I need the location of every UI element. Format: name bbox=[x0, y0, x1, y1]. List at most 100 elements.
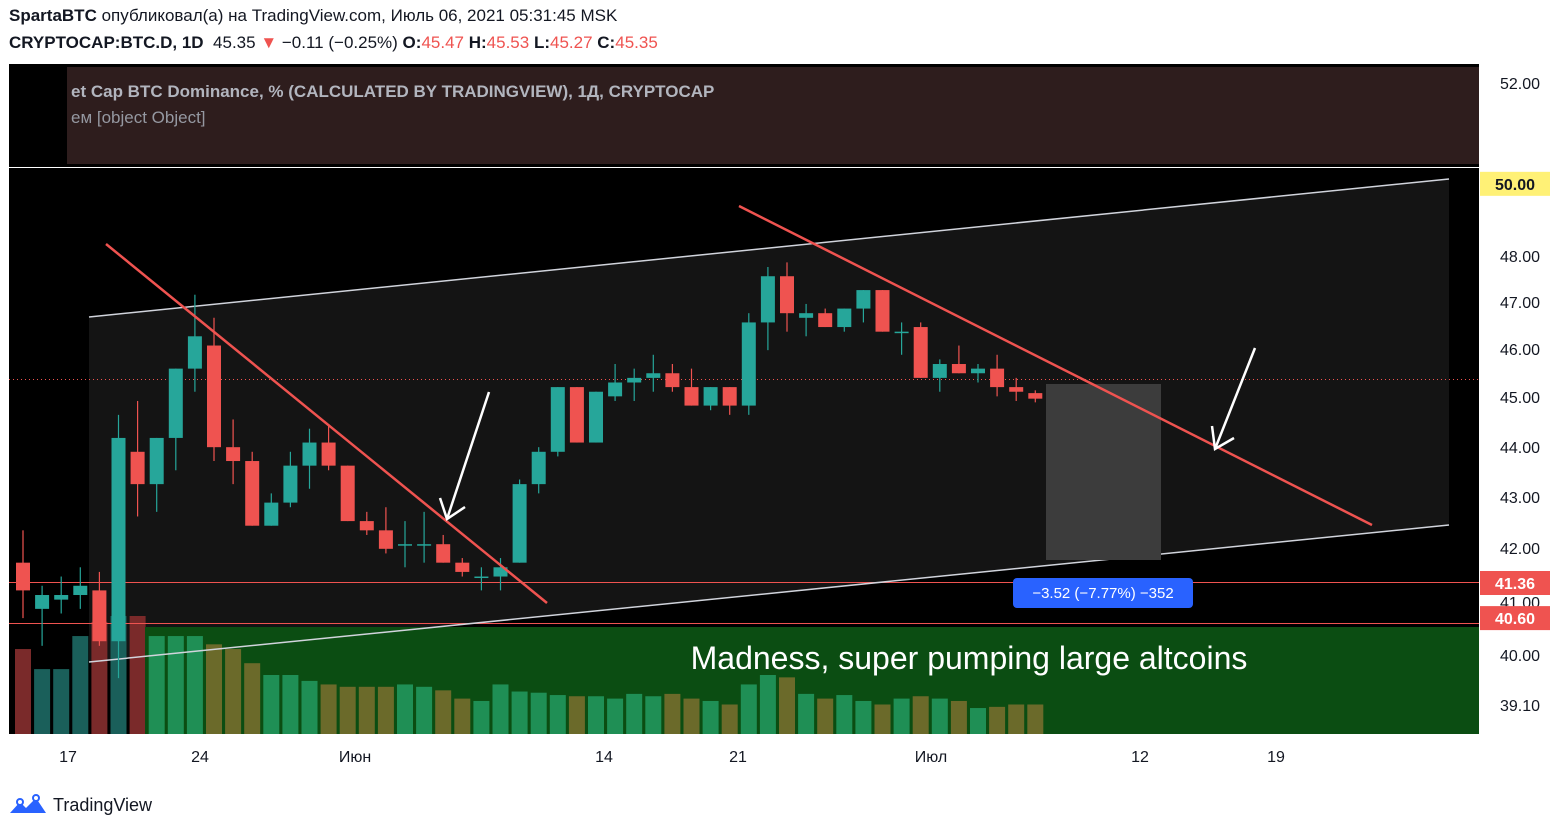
candle[interactable] bbox=[168, 368, 183, 471]
candle[interactable] bbox=[589, 391, 603, 443]
price-badge-label: 50.00 bbox=[1495, 177, 1535, 194]
candle[interactable] bbox=[818, 308, 833, 328]
candle[interactable] bbox=[569, 387, 584, 443]
candle[interactable] bbox=[207, 317, 221, 462]
candle[interactable] bbox=[608, 364, 623, 401]
volume-bar bbox=[740, 684, 757, 734]
candle[interactable] bbox=[894, 322, 909, 355]
candle[interactable] bbox=[54, 576, 69, 614]
candle-body bbox=[92, 590, 107, 642]
candle-body bbox=[646, 373, 661, 378]
candle-body bbox=[436, 544, 451, 563]
candle[interactable] bbox=[130, 400, 145, 517]
candle[interactable] bbox=[283, 451, 298, 508]
downtrend-line-1[interactable] bbox=[105, 243, 548, 604]
candle[interactable] bbox=[302, 428, 317, 489]
time-scale-ticks: 17 24 Июн 14 21 Июл 12 19 bbox=[59, 749, 1285, 766]
candle[interactable] bbox=[226, 419, 241, 485]
candle-body bbox=[1009, 387, 1024, 392]
arrow-annotation-2[interactable] bbox=[1210, 347, 1257, 452]
arrow-1-head-icon bbox=[438, 497, 466, 521]
arrow-annotation-1[interactable] bbox=[438, 391, 491, 521]
candle[interactable] bbox=[971, 364, 985, 383]
candle[interactable] bbox=[703, 387, 718, 411]
candle[interactable] bbox=[722, 387, 737, 415]
volume-bar bbox=[454, 698, 471, 734]
candle-body bbox=[283, 465, 298, 503]
candle[interactable] bbox=[321, 424, 336, 471]
downtrend-line-2[interactable] bbox=[738, 204, 1373, 527]
candle[interactable] bbox=[684, 368, 699, 406]
volume-bar bbox=[206, 644, 222, 734]
volume-layer bbox=[15, 616, 146, 734]
candle-body bbox=[703, 387, 718, 406]
candle[interactable] bbox=[913, 322, 928, 378]
channel-lower-line[interactable] bbox=[88, 524, 1450, 663]
candle-body bbox=[932, 364, 947, 378]
volume-bar bbox=[1008, 704, 1025, 734]
candle[interactable] bbox=[149, 437, 164, 512]
volume-bar bbox=[970, 708, 986, 734]
candle-body bbox=[512, 484, 527, 563]
candle[interactable] bbox=[646, 354, 661, 392]
low-value: 45.27 bbox=[550, 33, 593, 52]
time-scale[interactable] bbox=[9, 734, 1557, 778]
candle[interactable] bbox=[187, 294, 202, 392]
candle-body bbox=[378, 530, 393, 549]
candle[interactable] bbox=[780, 262, 794, 332]
channel-upper-line[interactable] bbox=[88, 178, 1450, 318]
candle[interactable] bbox=[436, 534, 451, 563]
author-name[interactable]: SpartaBTC bbox=[9, 6, 97, 25]
candle[interactable] bbox=[340, 465, 355, 522]
close-value: 45.35 bbox=[615, 33, 658, 52]
close-label: C: bbox=[597, 33, 616, 52]
volume-bar bbox=[263, 675, 280, 734]
volume-bar bbox=[664, 693, 681, 734]
candle[interactable] bbox=[474, 567, 489, 591]
symbol-label[interactable]: CRYPTOCAP:BTC.D, 1D bbox=[9, 33, 204, 52]
candle[interactable] bbox=[245, 451, 260, 526]
candle-body bbox=[550, 387, 565, 452]
candle[interactable] bbox=[493, 558, 508, 591]
candle[interactable] bbox=[875, 290, 890, 332]
candle[interactable] bbox=[550, 387, 565, 457]
candle-body bbox=[799, 313, 814, 318]
candle[interactable] bbox=[760, 266, 775, 351]
candle[interactable] bbox=[264, 493, 279, 526]
candle[interactable] bbox=[799, 303, 814, 337]
price-scale-badges: 50.00 41.36 40.60 bbox=[1480, 171, 1550, 631]
candle[interactable] bbox=[378, 507, 393, 554]
tradingview-logo-icon bbox=[10, 794, 46, 813]
candle[interactable] bbox=[856, 290, 871, 323]
price-tick-label: 42.00 bbox=[1500, 541, 1540, 558]
volume-bar bbox=[817, 698, 834, 734]
candle[interactable] bbox=[359, 511, 374, 535]
candle[interactable] bbox=[531, 447, 546, 494]
candle[interactable] bbox=[417, 511, 432, 563]
candle[interactable] bbox=[512, 479, 527, 563]
candle[interactable] bbox=[932, 359, 947, 392]
candle[interactable] bbox=[398, 521, 412, 568]
candle-body bbox=[187, 336, 202, 369]
candle[interactable] bbox=[837, 308, 852, 332]
candle[interactable] bbox=[741, 313, 756, 415]
candle[interactable] bbox=[92, 571, 107, 646]
annotation-text[interactable]: Madness, super pumping large altcoins bbox=[691, 640, 1248, 676]
candle[interactable] bbox=[1009, 377, 1024, 401]
candle[interactable] bbox=[73, 567, 88, 609]
candle[interactable] bbox=[455, 558, 470, 577]
candle[interactable] bbox=[16, 530, 30, 619]
candle[interactable] bbox=[35, 585, 50, 646]
candle[interactable] bbox=[990, 354, 1005, 397]
measure-box[interactable] bbox=[1046, 384, 1161, 560]
price-tick-label: 45.00 bbox=[1500, 390, 1540, 407]
candle[interactable] bbox=[665, 364, 680, 392]
candle[interactable] bbox=[1028, 390, 1043, 403]
brand-label[interactable]: TradingView bbox=[53, 794, 153, 815]
candle[interactable] bbox=[627, 368, 642, 401]
price-change: −0.11 (−0.25%) bbox=[281, 33, 398, 52]
time-tick-label: 21 bbox=[729, 749, 747, 766]
candle[interactable] bbox=[951, 345, 966, 374]
candle[interactable] bbox=[111, 414, 126, 679]
price-chart[interactable]: et Cap BTC Dominance, % (CALCULATED BY T… bbox=[9, 64, 1557, 778]
